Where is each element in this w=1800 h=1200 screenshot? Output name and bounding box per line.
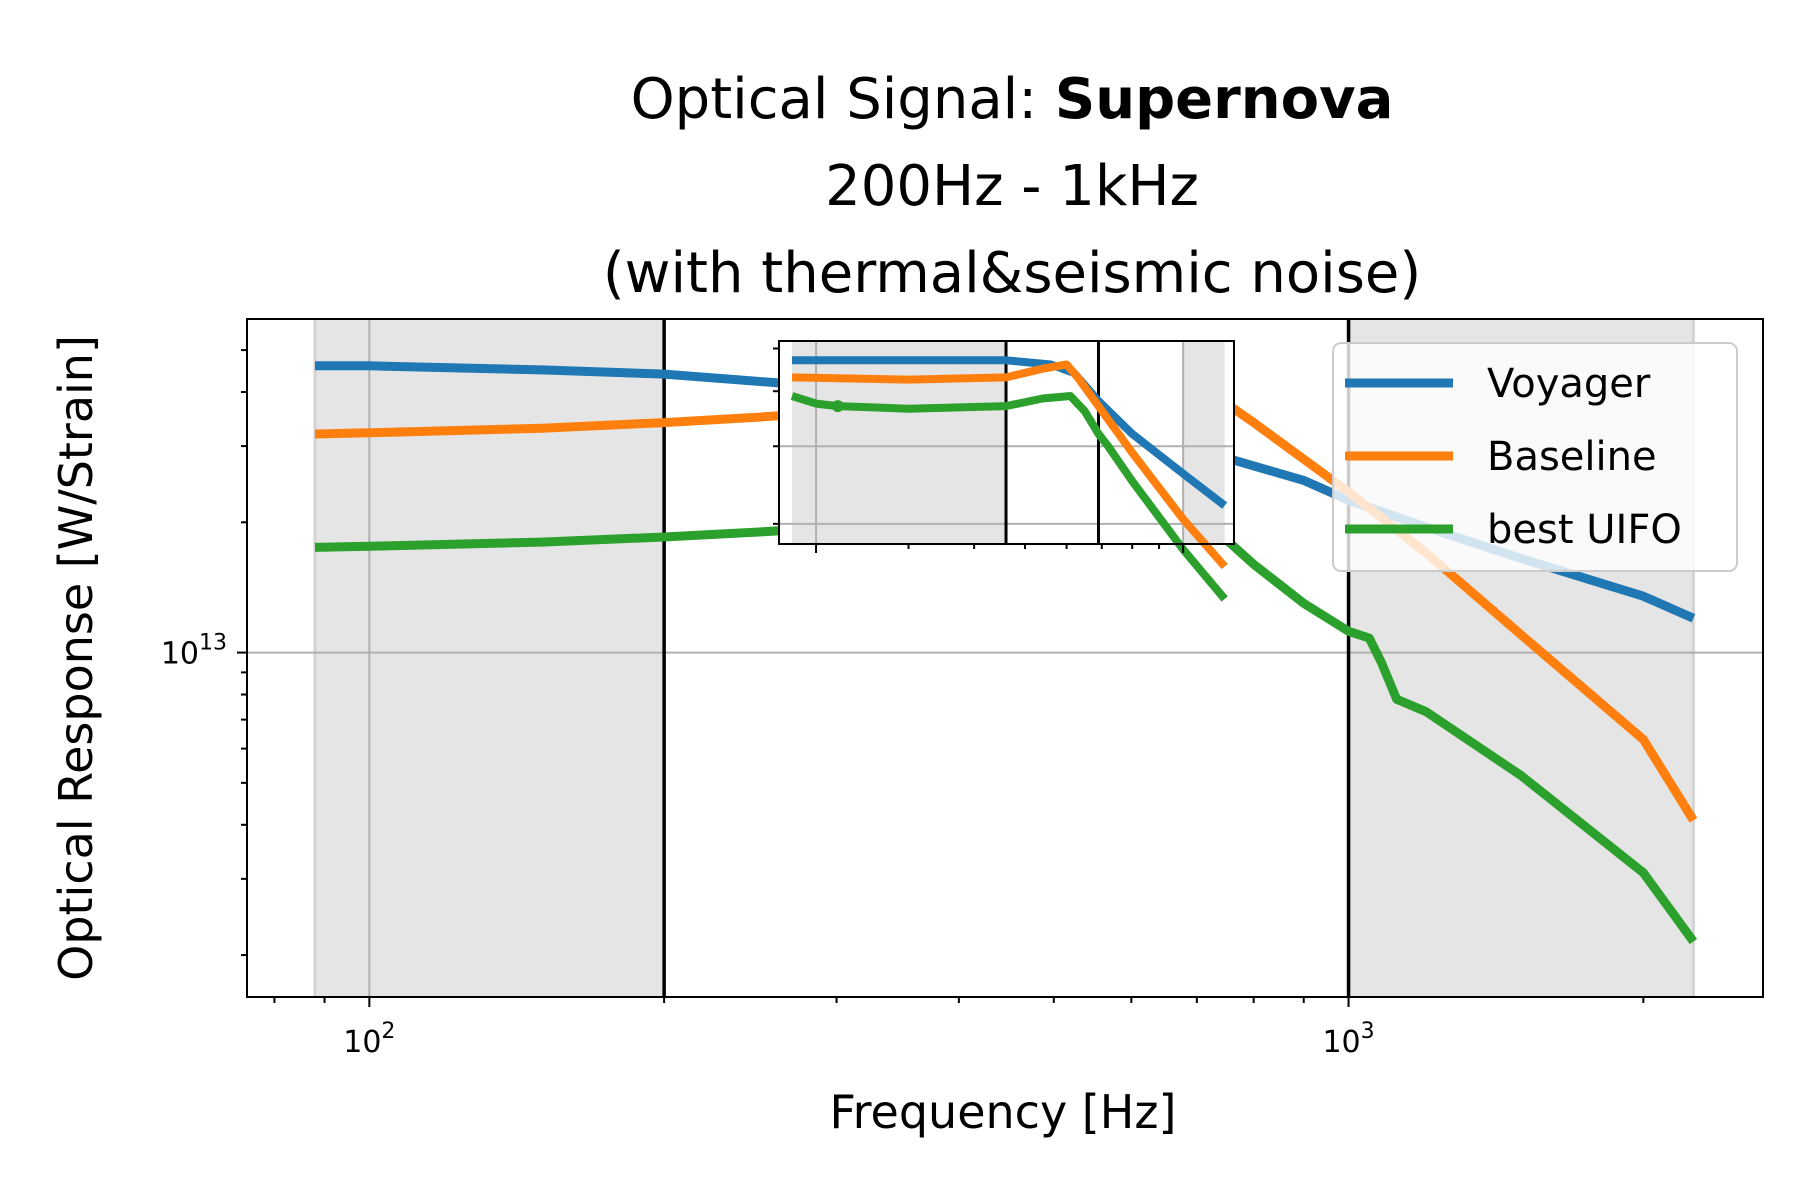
inset-series-lines [790, 356, 1228, 602]
inset-shaded-band [792, 341, 1007, 544]
inset-plot [773, 340, 1235, 602]
inset-marker-dot [831, 400, 844, 413]
y-axis-label: Optical Response [W/Strain] [49, 335, 103, 981]
x-tick-label: 103 [1322, 1019, 1374, 1060]
legend-label-best-uifo: best UIFO [1487, 507, 1682, 553]
inset-series-line-baseline [791, 360, 1228, 570]
legend-frame [1332, 342, 1738, 572]
chart-subtitle-2: (with thermal&seismic noise) [603, 241, 1421, 306]
x-axis-label: Frequency [Hz] [830, 1085, 1177, 1139]
chart-subtitle: 200Hz - 1kHz [825, 154, 1199, 219]
y-tick-label: 1013 [161, 631, 227, 672]
plot-frame [246, 318, 1764, 998]
legend-label-baseline: Baseline [1487, 434, 1657, 480]
legend: Voyager Baseline best UIFO [1332, 342, 1738, 572]
inset-shaded-band [1183, 341, 1225, 544]
chart-title: Optical Signal: Supernova [631, 67, 1394, 132]
x-tick-label: 102 [343, 1019, 395, 1060]
chart-title-prefix: Optical Signal: [631, 67, 1055, 132]
legend-label-voyager: Voyager [1487, 361, 1651, 407]
chart-title-bold: Supernova [1055, 67, 1394, 132]
axis-ticks: 102 103 1013 [161, 349, 1645, 1060]
inset-frame [778, 340, 1235, 545]
